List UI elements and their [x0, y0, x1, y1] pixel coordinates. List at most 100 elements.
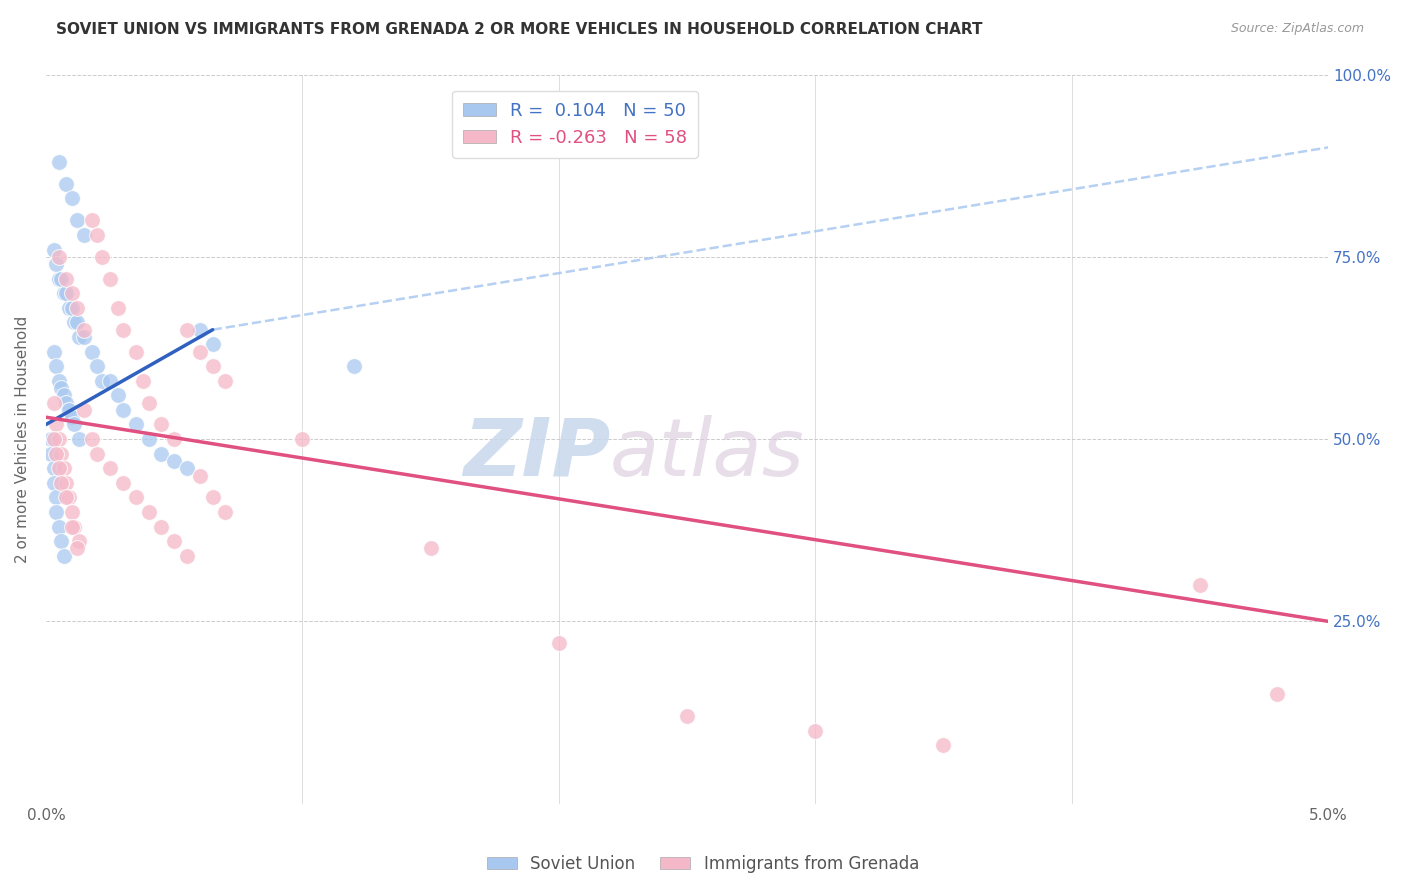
Point [111, 323, 134, 337]
Point [55, 395, 77, 409]
Point [138, 395, 160, 409]
Point [66, 541, 89, 556]
Point [150, 519, 173, 533]
Point [67, 432, 90, 446]
Point [51, 447, 73, 461]
Point [176, 323, 198, 337]
Point [73, 323, 96, 337]
Point [98, 461, 121, 475]
Point [66, 213, 89, 227]
Point [1265, 687, 1288, 701]
Point [42, 461, 65, 475]
Point [132, 374, 155, 388]
Point [48, 271, 70, 285]
Point [55, 271, 77, 285]
Point [107, 301, 129, 315]
Point [86, 227, 108, 242]
Point [932, 739, 955, 753]
Point [82, 432, 104, 446]
Point [86, 359, 108, 373]
Point [55, 475, 77, 490]
Point [60, 286, 83, 301]
Point [66, 301, 89, 315]
Text: SOVIET UNION VS IMMIGRANTS FROM GRENADA 2 OR MORE VEHICLES IN HOUSEHOLD CORRELAT: SOVIET UNION VS IMMIGRANTS FROM GRENADA … [56, 22, 983, 37]
Point [48, 374, 70, 388]
Point [176, 461, 198, 475]
Point [55, 177, 77, 191]
Point [201, 359, 224, 373]
Point [55, 491, 77, 505]
Point [91, 374, 114, 388]
Point [91, 250, 114, 264]
Legend: R =  0.104   N = 50, R = -0.263   N = 58: R = 0.104 N = 50, R = -0.263 N = 58 [453, 91, 699, 158]
Point [150, 447, 173, 461]
Point [67, 330, 90, 344]
Point [45, 447, 67, 461]
Point [51, 534, 73, 549]
Point [1188, 578, 1211, 592]
Point [58, 403, 80, 417]
Point [45, 257, 67, 271]
Point [163, 454, 186, 468]
Point [138, 505, 160, 519]
Point [42, 243, 65, 257]
Point [39, 432, 62, 446]
Point [52, 286, 75, 301]
Text: atlas: atlas [610, 415, 804, 492]
Point [188, 468, 211, 483]
Point [45, 359, 67, 373]
Point [201, 491, 224, 505]
Point [42, 395, 65, 409]
Point [547, 636, 569, 650]
Point [419, 541, 441, 556]
Point [291, 432, 314, 446]
Point [58, 301, 80, 315]
Point [51, 475, 73, 490]
Point [343, 359, 366, 373]
Point [214, 505, 236, 519]
Point [52, 388, 75, 402]
Point [201, 337, 224, 351]
Point [52, 461, 75, 475]
Point [39, 447, 62, 461]
Point [73, 227, 96, 242]
Point [125, 344, 148, 359]
Point [45, 505, 67, 519]
Point [58, 491, 80, 505]
Y-axis label: 2 or more Vehicles in Household: 2 or more Vehicles in Household [15, 316, 30, 563]
Point [42, 432, 65, 446]
Point [676, 709, 699, 723]
Point [45, 417, 67, 432]
Point [176, 549, 198, 563]
Point [48, 155, 70, 169]
Point [82, 213, 104, 227]
Point [45, 491, 67, 505]
Point [66, 315, 89, 329]
Point [163, 534, 186, 549]
Point [98, 271, 121, 285]
Point [163, 432, 186, 446]
Legend: Soviet Union, Immigrants from Grenada: Soviet Union, Immigrants from Grenada [481, 848, 925, 880]
Point [60, 519, 83, 533]
Point [107, 388, 129, 402]
Point [63, 519, 86, 533]
Point [188, 323, 211, 337]
Point [150, 417, 173, 432]
Point [73, 403, 96, 417]
Point [60, 191, 83, 205]
Point [51, 381, 73, 395]
Point [63, 315, 86, 329]
Point [48, 519, 70, 533]
Point [67, 534, 90, 549]
Point [42, 344, 65, 359]
Point [138, 432, 160, 446]
Point [48, 461, 70, 475]
Point [804, 723, 827, 738]
Point [111, 475, 134, 490]
Point [188, 344, 211, 359]
Point [48, 250, 70, 264]
Point [111, 403, 134, 417]
Point [63, 417, 86, 432]
Point [48, 432, 70, 446]
Point [52, 549, 75, 563]
